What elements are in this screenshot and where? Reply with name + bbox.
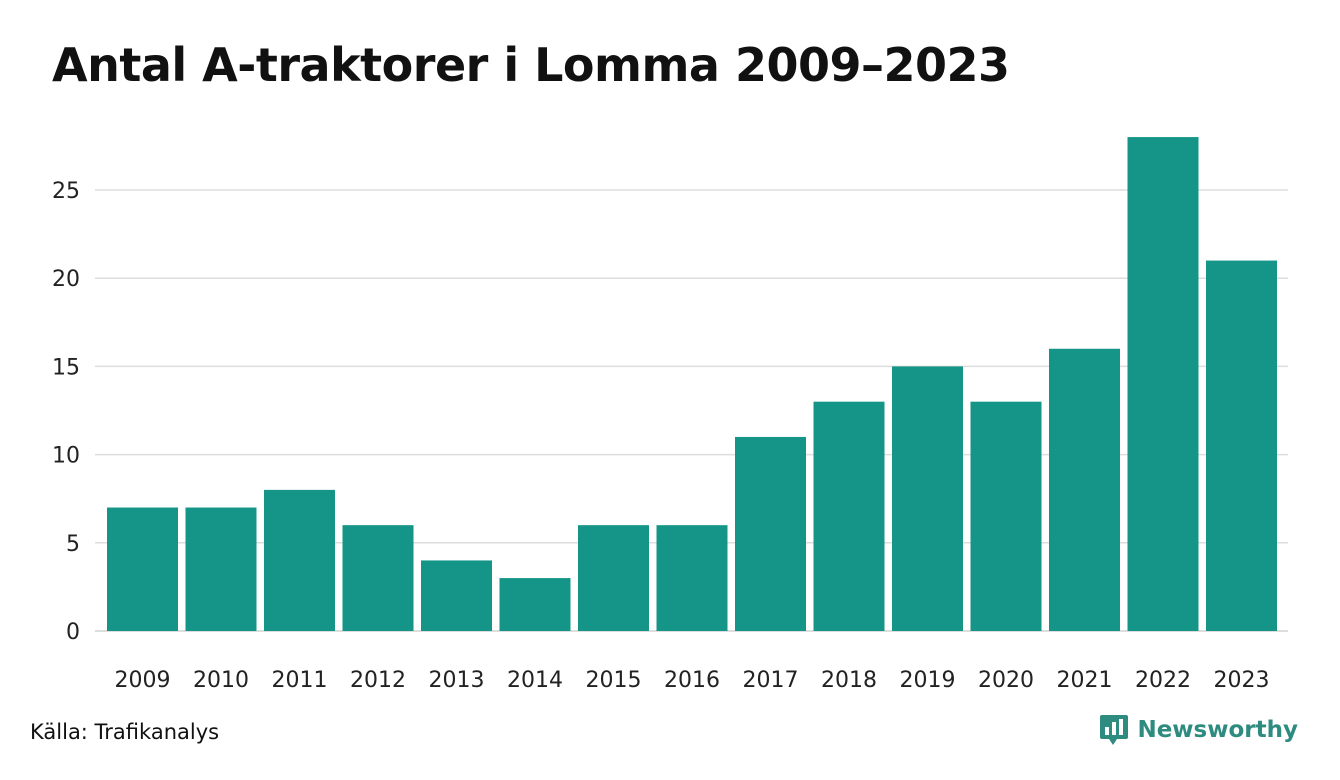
bar-2013	[421, 560, 492, 631]
bar-2011	[264, 489, 335, 631]
x-tick-label: 2017	[743, 668, 799, 693]
x-tick-label: 2014	[507, 668, 563, 693]
brand-name: Newsworthy	[1137, 717, 1298, 743]
x-tick-label: 2015	[586, 668, 642, 693]
x-axis-ticks: 2009 2010 2011 2012 2013 2014 2015 2016 2017 2018…	[115, 668, 1270, 693]
bar-2014	[499, 578, 571, 631]
bar-2016	[656, 525, 728, 631]
x-tick-label: 2010	[193, 668, 249, 693]
bar-2010	[185, 507, 257, 631]
chart-title: Antal A-traktorer i Lomma 2009–2023	[52, 38, 1010, 92]
y-tick-label: 20	[52, 267, 80, 292]
bar-2009	[107, 507, 178, 631]
bar-2019	[892, 366, 963, 631]
x-tick-label: 2016	[664, 668, 720, 693]
y-tick-label: 15	[52, 355, 80, 380]
y-tick-label: 25	[52, 179, 80, 204]
bars	[107, 137, 1277, 631]
bar-2022	[1127, 137, 1199, 631]
bar-2017	[735, 436, 806, 631]
bar-2020	[970, 401, 1042, 631]
y-tick-label: 0	[66, 620, 80, 645]
source-note: Källa: Trafikanalys	[30, 720, 220, 744]
bar-2012	[342, 525, 414, 631]
bar-2015	[578, 525, 649, 631]
bar-2021	[1049, 348, 1120, 631]
x-tick-label: 2013	[429, 668, 485, 693]
x-tick-label: 2020	[978, 668, 1034, 693]
y-tick-label: 5	[66, 532, 80, 557]
bar-2018	[813, 401, 885, 631]
x-tick-label: 2021	[1057, 668, 1113, 693]
x-tick-label: 2023	[1214, 668, 1270, 693]
x-tick-label: 2011	[272, 668, 328, 693]
x-tick-label: 2018	[821, 668, 877, 693]
x-tick-label: 2022	[1135, 668, 1191, 693]
x-tick-label: 2019	[900, 668, 956, 693]
x-tick-label: 2012	[350, 668, 406, 693]
brand-logo: Newsworthy	[1099, 714, 1298, 746]
x-tick-label: 2009	[115, 668, 171, 693]
newsworthy-logo-icon	[1100, 715, 1129, 745]
y-axis-ticks: 0 5 10 15 20 25	[52, 179, 80, 645]
y-tick-label: 10	[52, 444, 80, 469]
bar-2023	[1206, 260, 1277, 631]
